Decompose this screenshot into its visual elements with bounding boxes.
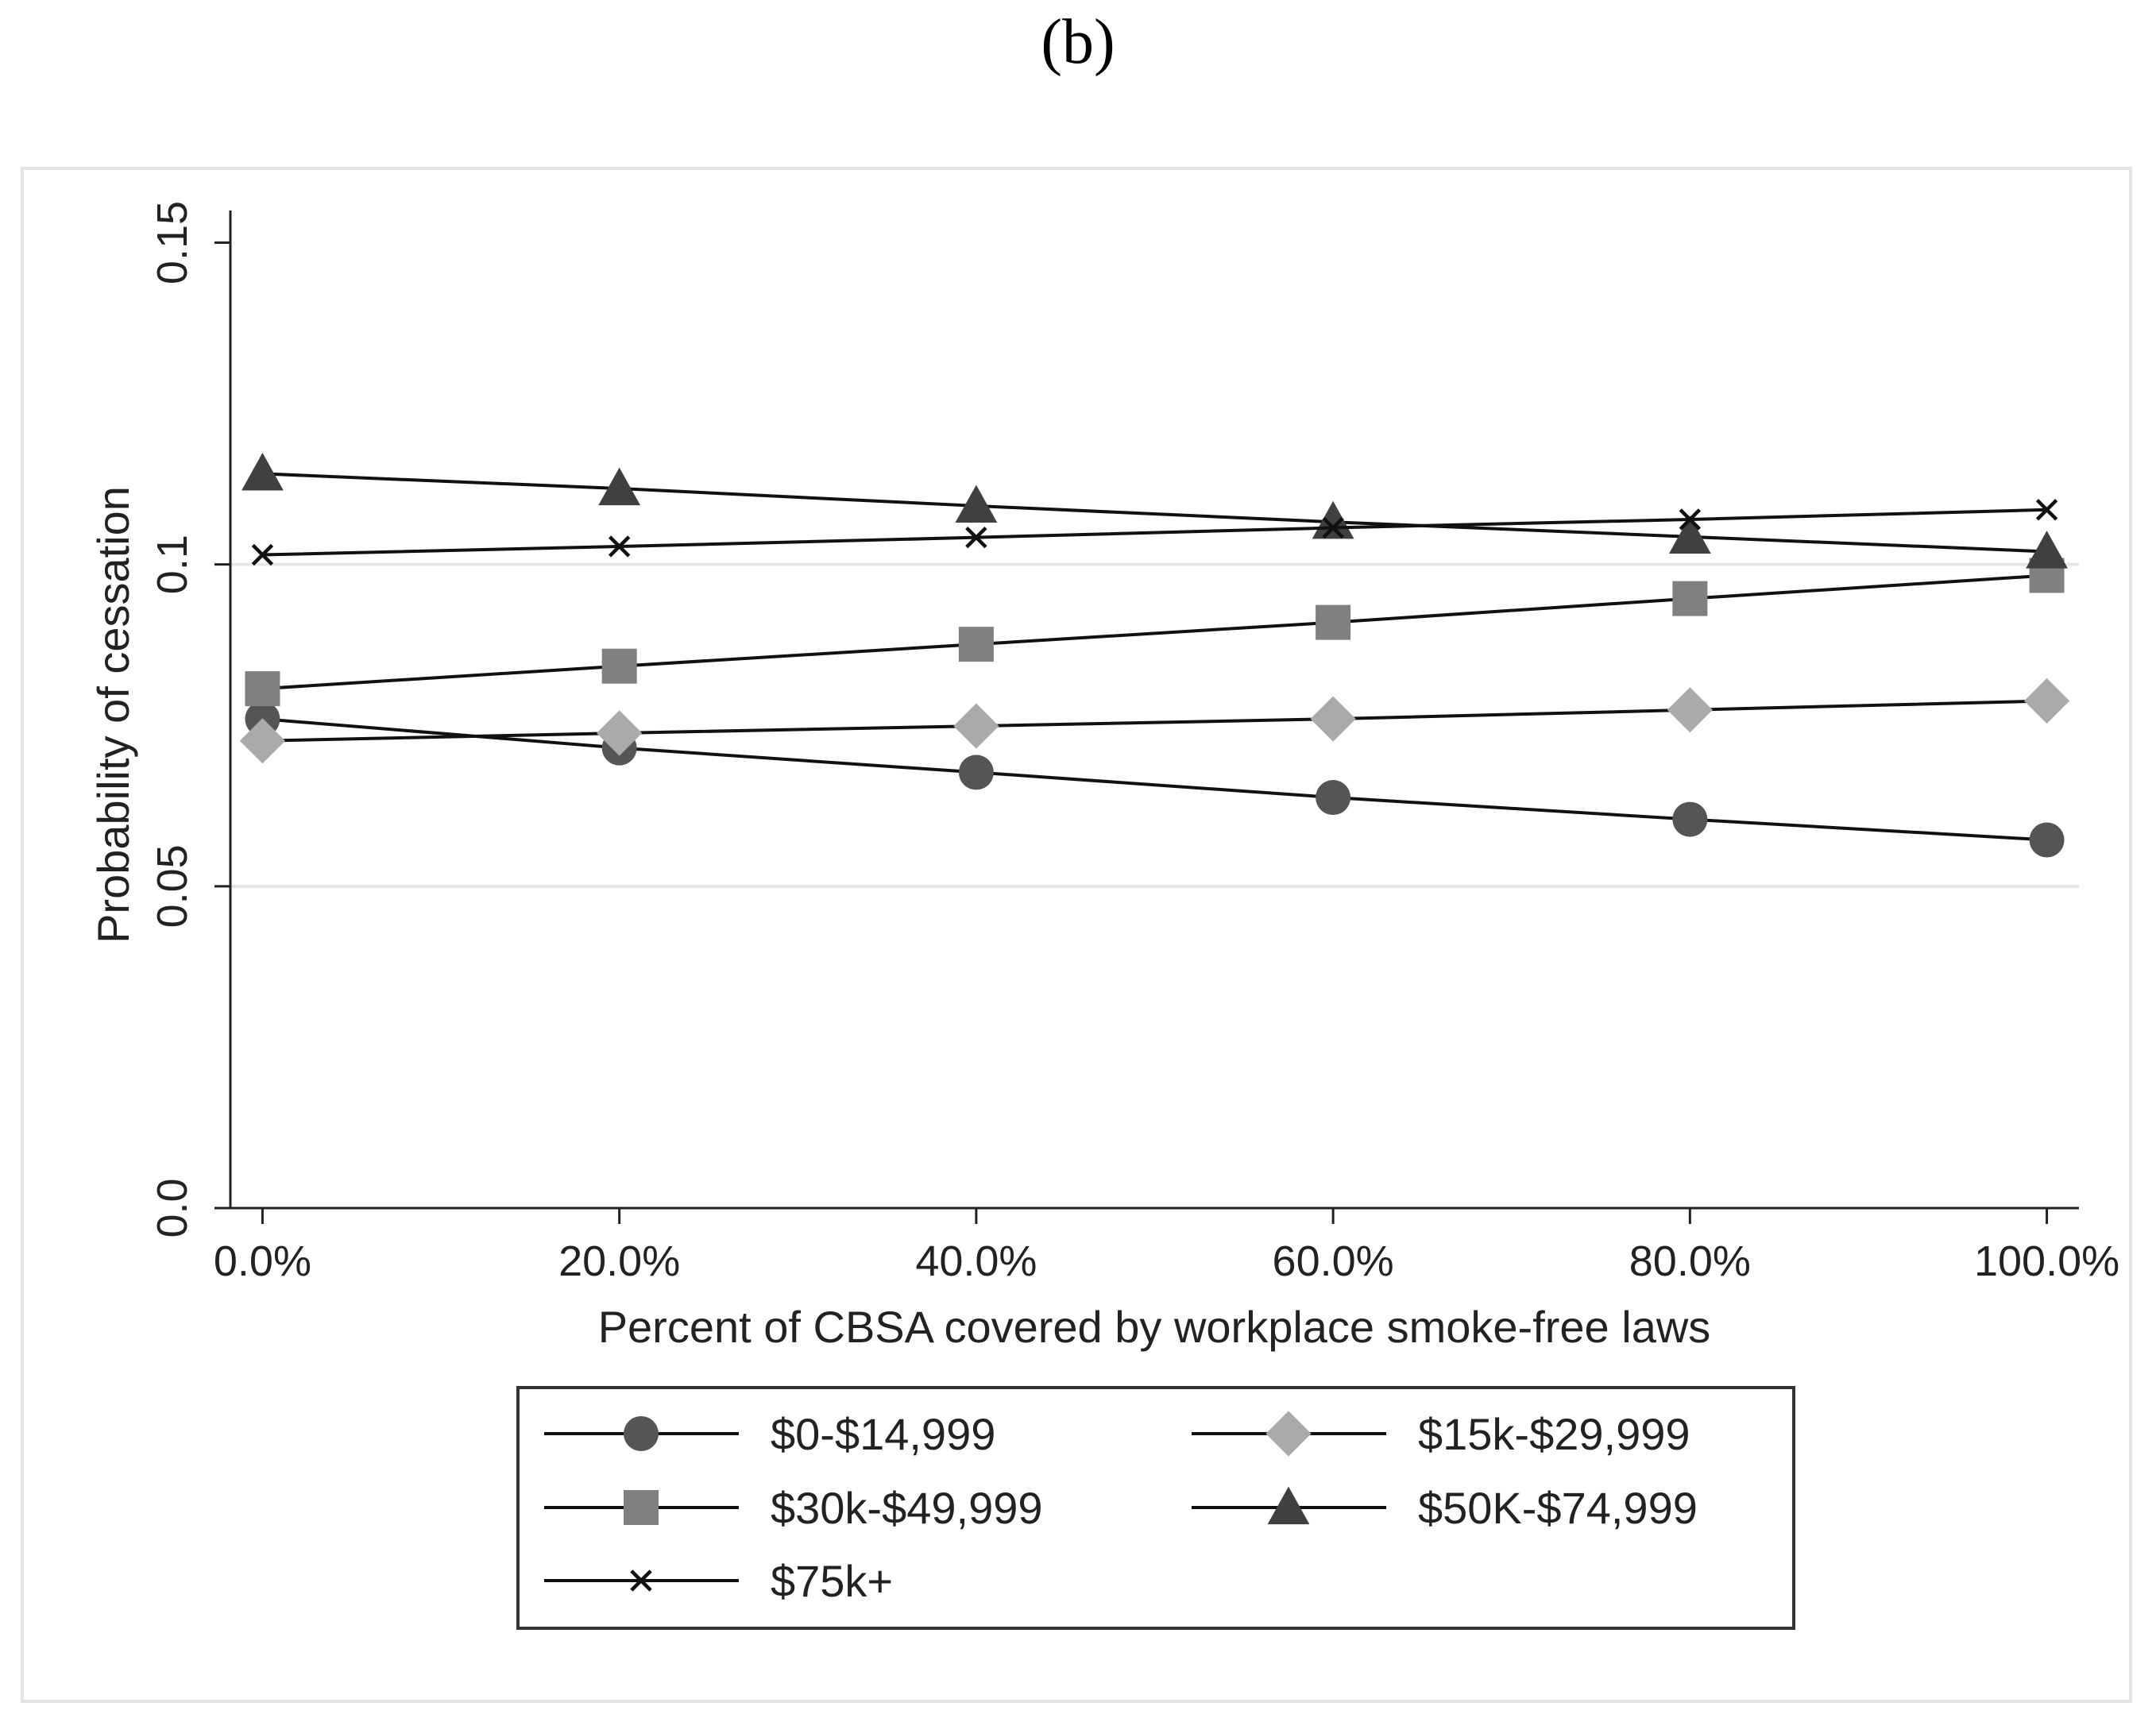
data-point-diamond [953, 703, 999, 749]
y-tick-label: 0.05 [149, 844, 196, 928]
data-point-square [1316, 604, 1351, 640]
y-tick-label: 0.15 [149, 201, 196, 284]
figure-label: (b) [1041, 7, 1115, 77]
data-point-diamond [239, 718, 286, 764]
legend-item: $15k-$29,999 [1192, 1409, 1690, 1459]
data-point-circle [2029, 822, 2065, 858]
legend-label: $50K-$74,999 [1418, 1483, 1698, 1533]
series-line [262, 573, 2047, 691]
legend-item: $75k+ [544, 1556, 893, 1606]
x-tick-label: 100.0% [1974, 1237, 2119, 1285]
data-point-x [1679, 508, 1702, 531]
legend-marker-square [624, 1490, 659, 1525]
data-point-square [958, 627, 994, 662]
legend-label: $75k+ [771, 1556, 893, 1606]
data-point-triangle [955, 485, 998, 523]
data-point-square [1672, 581, 1708, 616]
series-line [262, 699, 2047, 743]
series-layer [239, 453, 2070, 858]
data-point-diamond [1310, 696, 1356, 742]
data-point-x [2035, 499, 2058, 521]
grid-layer [230, 562, 2079, 888]
series-line [262, 508, 2047, 557]
data-point-diamond [2023, 678, 2070, 724]
legend-label: $15k-$29,999 [1418, 1409, 1690, 1459]
data-point-circle [1672, 801, 1708, 837]
series-line [262, 717, 2047, 842]
legend-marker-x [630, 1569, 652, 1592]
y-tick-label: 0.1 [149, 535, 196, 594]
data-point-triangle [241, 453, 284, 491]
x-tick-label: 80.0% [1629, 1237, 1751, 1285]
data-point-circle [1316, 780, 1351, 816]
series-line [262, 472, 2047, 554]
data-point-circle [958, 755, 994, 790]
data-point-triangle [598, 467, 641, 506]
data-point-square [245, 671, 280, 707]
x-tick-label: 60.0% [1273, 1237, 1394, 1285]
data-point-x [965, 526, 987, 549]
legend-item: $0-$14,999 [544, 1409, 995, 1459]
x-axis-title: Percent of CBSA covered by workplace smo… [598, 1302, 1711, 1352]
axes-layer: 0.0 0.05 0.1 0.15 0.0% 20.0% 40.0% 60.0% 80.0% 10… [149, 201, 2119, 1285]
legend-marker-diamond [1265, 1411, 1312, 1457]
series-0 [245, 701, 2065, 858]
data-point-square [601, 648, 637, 684]
data-point-x [608, 535, 631, 558]
series-4 [251, 499, 2058, 566]
data-point-triangle [1668, 515, 1711, 554]
data-point-x [1322, 516, 1344, 539]
legend: $0-$14,999 $15k-$29,999 $30k-$49,999 $50K-$… [544, 1409, 1698, 1606]
x-tick-label: 20.0% [558, 1237, 680, 1285]
data-point-triangle [2026, 531, 2068, 569]
legend-marker-triangle [1267, 1486, 1310, 1525]
data-point-diamond [597, 710, 643, 756]
legend-item: $30k-$49,999 [544, 1483, 1043, 1533]
legend-label: $0-$14,999 [771, 1409, 995, 1459]
legend-label: $30k-$49,999 [771, 1483, 1043, 1533]
y-tick-label: 0.0 [149, 1178, 196, 1237]
legend-marker-circle [624, 1416, 659, 1451]
legend-item: $50K-$74,999 [1192, 1483, 1698, 1533]
x-tick-label: 0.0% [214, 1237, 311, 1285]
series-1 [239, 678, 2070, 764]
data-point-diamond [1667, 687, 1713, 733]
y-axis-title: Probability of cessation [88, 486, 138, 944]
data-point-x [251, 543, 274, 566]
x-tick-label: 40.0% [915, 1237, 1037, 1285]
